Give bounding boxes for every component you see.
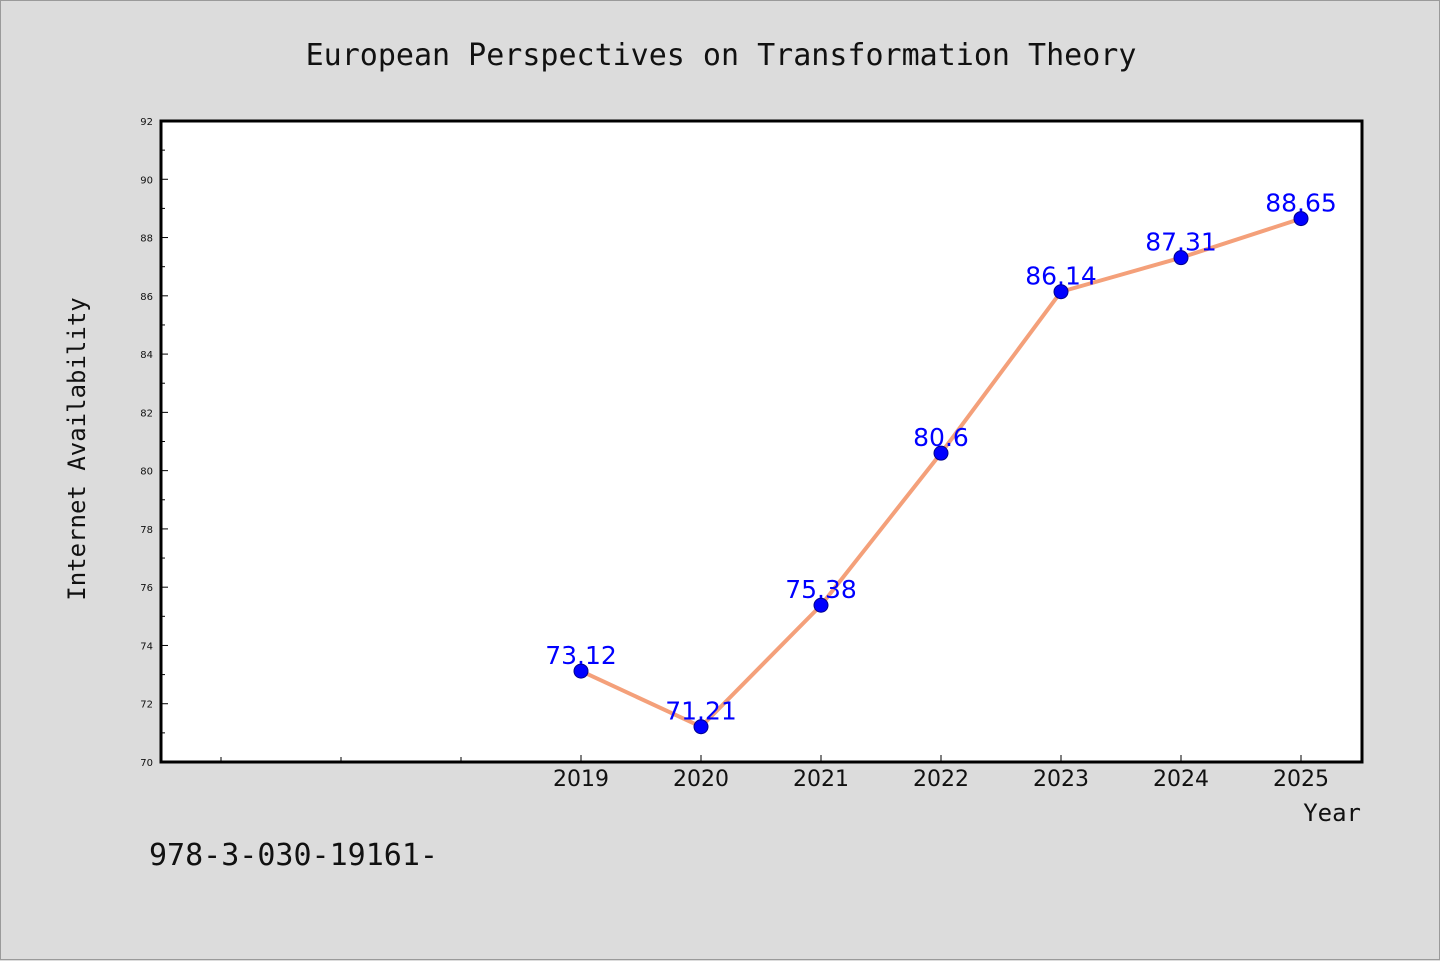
y-tick-label: 84 — [140, 350, 153, 361]
y-tick-label: 86 — [140, 292, 153, 303]
data-point — [693, 719, 709, 735]
y-tick-label: 88 — [140, 234, 153, 245]
series-points-group — [573, 211, 1309, 735]
chart-title: European Perspectives on Transformation … — [306, 38, 1137, 73]
x-tick-label: 2025 — [1273, 767, 1329, 792]
x-axis: 2019 2020 2021 2022 2023 2024 2025 — [220, 755, 1329, 792]
footer-isbn-text: 978-3-030-19161- — [149, 838, 438, 873]
plot-area — [159, 119, 1364, 764]
y-axis: 70 72 74 76 78 80 82 84 86 88 90 92 — [140, 117, 168, 769]
data-label: 86.14 — [1025, 262, 1097, 291]
data-point — [1293, 211, 1309, 227]
data-label: 75.38 — [785, 575, 857, 604]
data-label: 87.31 — [1145, 228, 1217, 257]
x-tick-label: 2019 — [553, 767, 609, 792]
y-tick-label: 72 — [140, 700, 153, 711]
x-tick-label: 2024 — [1153, 767, 1209, 792]
y-tick-label: 74 — [140, 641, 153, 652]
data-labels-group: 73.12 71.21 75.38 80.6 86.14 87.31 88.65 — [545, 189, 1337, 726]
y-tick-label: 76 — [140, 583, 153, 594]
x-tick-label: 2020 — [673, 767, 729, 792]
x-tick-label: 2021 — [793, 767, 849, 792]
x-axis-label: Year — [1303, 799, 1361, 827]
data-label: 80.6 — [913, 423, 969, 452]
data-point — [933, 445, 949, 461]
data-label: 88.65 — [1265, 189, 1337, 218]
data-point — [573, 663, 589, 679]
x-tick-label: 2023 — [1033, 767, 1089, 792]
y-tick-label: 80 — [140, 467, 153, 478]
x-tick-label: 2022 — [913, 767, 969, 792]
data-label: 73.12 — [545, 641, 617, 670]
y-axis-label: Internet Availability — [63, 297, 91, 600]
y-tick-label: 92 — [140, 117, 153, 128]
data-label: 71.21 — [665, 697, 737, 726]
y-tick-label: 78 — [140, 525, 153, 536]
y-tick-label: 70 — [140, 758, 153, 769]
y-tick-label: 90 — [140, 175, 153, 186]
data-point — [1053, 284, 1069, 300]
data-point — [1173, 250, 1189, 266]
data-point — [813, 597, 829, 613]
y-tick-label: 82 — [140, 408, 153, 419]
